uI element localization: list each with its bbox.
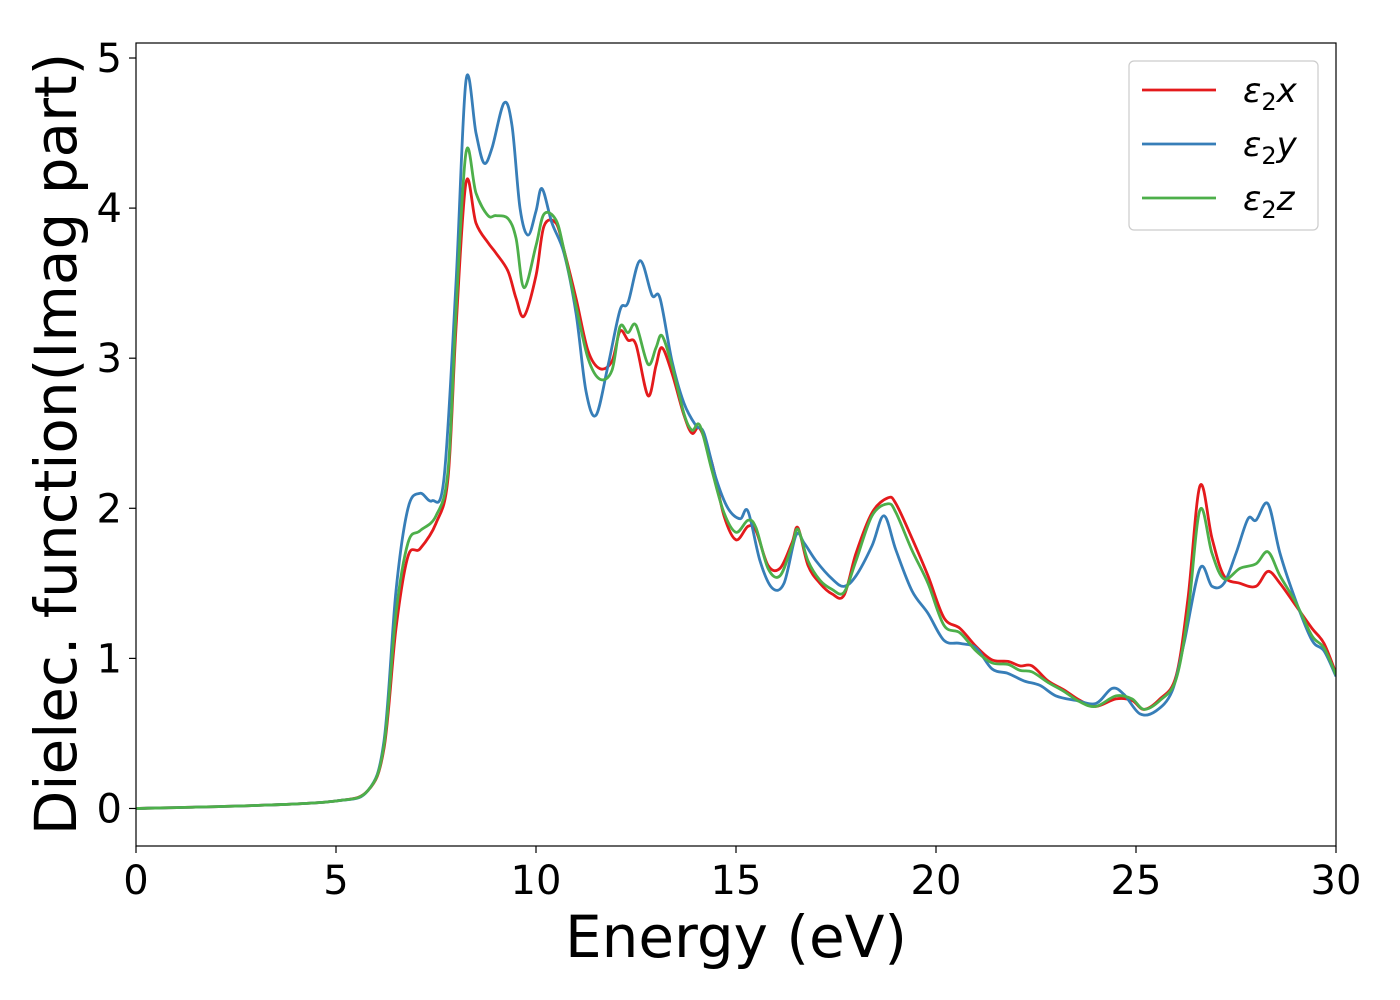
y-tick-label: 4 [97,186,122,232]
x-tick-label: 0 [123,858,148,904]
series-line-y [136,73,1336,810]
y-tick-label: 5 [97,36,122,82]
x-tick-label: 10 [511,858,562,904]
y-tick-label: 3 [97,336,122,382]
x-axis-title: Energy (eV) [565,903,907,971]
legend-label-x: ε2x [1243,71,1298,116]
y-axis-title: Dielec. function(Imag part) [22,53,90,836]
y-tick-label: 2 [97,486,122,532]
x-axis: 0 5 10 15 20 25 30 [123,846,1361,904]
legend: ε2x ε2y ε2z [1128,60,1319,231]
x-tick-label: 30 [1311,858,1362,904]
series-line-z [136,146,1336,810]
x-tick-label: 5 [323,858,348,904]
y-tick-label: 0 [97,786,122,832]
y-tick-label: 1 [97,636,122,682]
x-tick-label: 20 [911,858,962,904]
x-tick-label: 15 [711,858,762,904]
y-axis: 0 1 2 3 4 5 [97,36,136,832]
x-tick-label: 25 [1111,858,1162,904]
plot-lines [136,73,1336,810]
legend-label-y: ε2y [1243,125,1298,170]
legend-box [1128,60,1319,231]
legend-label-z: ε2z [1243,179,1296,224]
